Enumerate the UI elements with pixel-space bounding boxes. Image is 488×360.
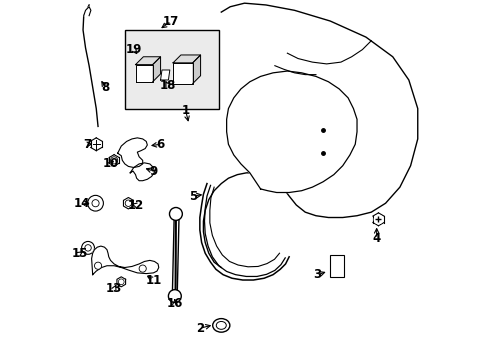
- Polygon shape: [173, 63, 192, 84]
- Text: 18: 18: [159, 79, 176, 92]
- Polygon shape: [83, 7, 91, 16]
- Polygon shape: [130, 163, 154, 181]
- Text: 8: 8: [101, 81, 109, 94]
- Text: 13: 13: [106, 283, 122, 296]
- Circle shape: [169, 207, 182, 220]
- Polygon shape: [117, 277, 125, 287]
- Circle shape: [110, 157, 118, 164]
- Text: 14: 14: [74, 197, 90, 210]
- Polygon shape: [135, 64, 152, 82]
- Text: 11: 11: [145, 274, 161, 287]
- Text: 3: 3: [313, 268, 321, 281]
- Text: 5: 5: [188, 190, 197, 203]
- Circle shape: [118, 279, 124, 285]
- Text: 15: 15: [72, 247, 88, 260]
- Circle shape: [92, 200, 99, 207]
- Polygon shape: [91, 246, 159, 275]
- Text: 19: 19: [125, 43, 142, 56]
- Polygon shape: [118, 138, 147, 167]
- Circle shape: [139, 265, 146, 272]
- Text: 6: 6: [156, 138, 164, 151]
- Polygon shape: [173, 55, 200, 63]
- Circle shape: [84, 245, 91, 251]
- Circle shape: [81, 242, 94, 254]
- Circle shape: [87, 195, 103, 211]
- Polygon shape: [123, 198, 133, 209]
- Circle shape: [94, 262, 102, 269]
- Polygon shape: [135, 57, 160, 64]
- Text: 4: 4: [372, 233, 380, 246]
- Circle shape: [168, 290, 181, 302]
- Circle shape: [125, 200, 131, 206]
- Polygon shape: [192, 55, 200, 84]
- Ellipse shape: [212, 319, 229, 332]
- Text: 2: 2: [195, 322, 203, 335]
- Polygon shape: [226, 71, 356, 193]
- Polygon shape: [160, 70, 169, 80]
- Polygon shape: [152, 57, 160, 82]
- Text: 9: 9: [149, 165, 157, 177]
- Ellipse shape: [216, 321, 226, 329]
- Text: 10: 10: [102, 157, 119, 170]
- Polygon shape: [203, 3, 417, 267]
- Text: 12: 12: [127, 198, 143, 212]
- FancyBboxPatch shape: [124, 30, 219, 109]
- Text: 16: 16: [166, 297, 183, 310]
- Text: 1: 1: [181, 104, 189, 117]
- Bar: [329, 255, 343, 277]
- Text: 7: 7: [83, 138, 91, 151]
- Text: 17: 17: [163, 14, 179, 27]
